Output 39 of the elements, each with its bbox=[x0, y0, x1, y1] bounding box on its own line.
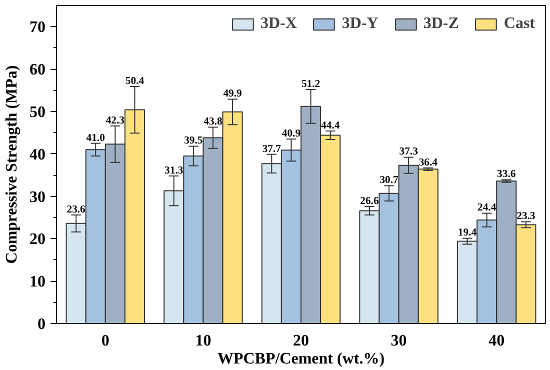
data-label: 41.0 bbox=[86, 132, 105, 144]
data-label: 23.6 bbox=[66, 204, 86, 216]
y-tick-label: 40 bbox=[30, 146, 46, 164]
y-axis-title: Compressive Strength (MPa) bbox=[4, 65, 20, 264]
x-axis-title: WPCBP/Cement (wt.%) bbox=[217, 350, 385, 368]
x-tick-label: 20 bbox=[293, 332, 309, 350]
data-label: 26.6 bbox=[360, 196, 380, 207]
y-tick-label: 0 bbox=[38, 316, 46, 333]
data-label: 42.3 bbox=[106, 115, 125, 126]
data-label: 37.7 bbox=[262, 144, 282, 155]
data-label: 24.4 bbox=[477, 202, 497, 214]
data-label: 39.5 bbox=[184, 136, 203, 147]
data-label: 40.9 bbox=[282, 128, 301, 140]
data-label: 31.3 bbox=[164, 165, 184, 176]
y-tick-label: 30 bbox=[30, 188, 46, 206]
y-tick-label: 70 bbox=[30, 19, 46, 36]
legend-label: 3D-Z bbox=[423, 15, 459, 33]
y-tick-label: 60 bbox=[30, 62, 46, 79]
data-label: 19.4 bbox=[458, 228, 478, 239]
data-label: 30.7 bbox=[380, 175, 400, 186]
data-label: 44.4 bbox=[321, 120, 340, 132]
legend-label: Cast bbox=[504, 15, 535, 33]
y-tick-label: 10 bbox=[30, 274, 46, 291]
data-label: 49.9 bbox=[223, 88, 242, 100]
data-label: 33.6 bbox=[497, 169, 516, 180]
x-tick-label: 40 bbox=[488, 332, 505, 350]
data-label: 37.3 bbox=[399, 146, 418, 158]
data-label: 51.2 bbox=[301, 78, 320, 90]
data-label: 23.3 bbox=[516, 211, 536, 222]
y-tick-label: 50 bbox=[30, 104, 46, 121]
x-tick-label: 0 bbox=[101, 332, 110, 350]
legend-label: 3D-Y bbox=[342, 15, 378, 33]
data-label: 43.8 bbox=[204, 116, 222, 128]
data-label: 50.4 bbox=[125, 76, 145, 87]
x-tick-label: 10 bbox=[195, 332, 212, 350]
legend-label: 3D-X bbox=[260, 15, 297, 33]
data-label: 36.4 bbox=[418, 157, 438, 168]
y-tick-label: 20 bbox=[30, 231, 46, 248]
x-tick-label: 30 bbox=[390, 332, 407, 350]
